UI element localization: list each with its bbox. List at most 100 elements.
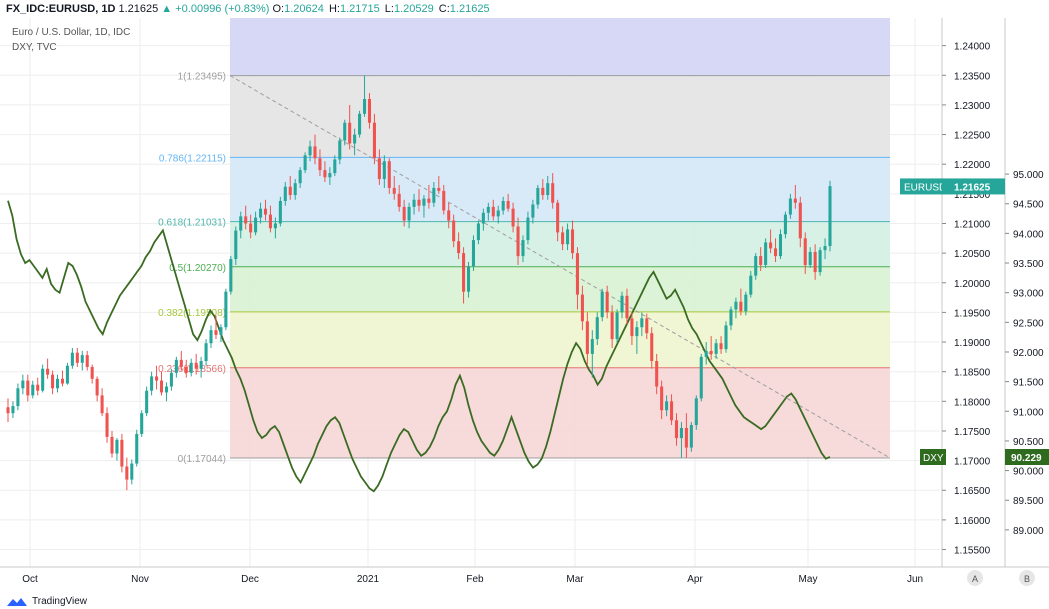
candle-body[interactable] [278, 200, 282, 224]
candle-body[interactable] [417, 199, 421, 206]
candle-body[interactable] [640, 318, 644, 328]
candle-body[interactable] [491, 206, 495, 217]
symbol-name[interactable]: FX_IDC:EURUSD, 1D [6, 3, 116, 15]
candle-body[interactable] [60, 378, 65, 384]
candle-body[interactable] [798, 202, 802, 239]
axis-scale-button-b[interactable] [1019, 570, 1035, 586]
candle-body[interactable] [234, 230, 238, 260]
candle-body[interactable] [536, 187, 540, 205]
candle-body[interactable] [546, 183, 550, 196]
candle-body[interactable] [823, 246, 827, 251]
candle-body[interactable] [130, 463, 134, 480]
candle-body[interactable] [561, 232, 565, 245]
candle-body[interactable] [343, 122, 347, 141]
candle-body[interactable] [516, 226, 520, 257]
candle-body[interactable] [714, 343, 718, 354]
candle-body[interactable] [268, 214, 272, 229]
candle-body[interactable] [135, 433, 139, 464]
candle-body[interactable] [333, 159, 337, 174]
candle-body[interactable] [754, 256, 758, 276]
candle-body[interactable] [283, 186, 287, 201]
candle-body[interactable] [793, 198, 797, 203]
candle-body[interactable] [21, 380, 25, 389]
candle-body[interactable] [650, 333, 654, 362]
candle-body[interactable] [55, 378, 60, 389]
candle-body[interactable] [16, 388, 20, 407]
candle-body[interactable] [229, 259, 233, 292]
candle-body[interactable] [556, 202, 560, 233]
candle-body[interactable] [447, 210, 451, 221]
candle-body[interactable] [566, 229, 570, 245]
candle-body[interactable] [813, 251, 817, 273]
candle-body[interactable] [65, 365, 69, 384]
candle-body[interactable] [457, 241, 461, 254]
candle-body[interactable] [615, 312, 619, 340]
candle-body[interactable] [362, 99, 367, 114]
candle-body[interactable] [526, 217, 530, 241]
candle-body[interactable] [397, 193, 401, 207]
candle-body[interactable] [51, 374, 55, 389]
candle-body[interactable] [541, 187, 545, 196]
candle-body[interactable] [169, 372, 173, 387]
candle-body[interactable] [249, 223, 253, 233]
candle-body[interactable] [585, 321, 589, 354]
candle-body[interactable] [372, 122, 376, 159]
candle-body[interactable] [511, 208, 515, 227]
candle-body[interactable] [521, 240, 525, 257]
candle-body[interactable] [11, 406, 15, 414]
candle-body[interactable] [788, 198, 792, 215]
candle-body[interactable] [199, 361, 203, 369]
candle-body[interactable] [635, 327, 639, 337]
candle-body[interactable] [298, 170, 302, 184]
candle-body[interactable] [684, 428, 688, 448]
candle-body[interactable] [670, 401, 674, 421]
candle-body[interactable] [778, 234, 783, 257]
candle-body[interactable] [724, 325, 728, 350]
candle-body[interactable] [590, 339, 594, 354]
candle-body[interactable] [719, 343, 723, 350]
candle-body[interactable] [90, 366, 94, 379]
candle-body[interactable] [407, 206, 411, 221]
candle-body[interactable] [353, 134, 357, 144]
candle-body[interactable] [328, 173, 332, 178]
candle-body[interactable] [466, 266, 471, 292]
candle-body[interactable] [150, 376, 154, 391]
candle-body[interactable] [184, 366, 188, 373]
candle-body[interactable] [348, 122, 352, 144]
candle-body[interactable] [783, 214, 787, 235]
candle-body[interactable] [387, 161, 391, 188]
candle-body[interactable] [288, 186, 292, 196]
candle-body[interactable] [120, 439, 124, 467]
candle-body[interactable] [110, 436, 114, 454]
candle-body[interactable] [764, 242, 768, 265]
candle-body[interactable] [159, 380, 164, 393]
candle-body[interactable] [308, 146, 312, 156]
dxy-series-line[interactable] [7, 200, 831, 493]
candle-body[interactable] [773, 248, 778, 257]
candle-body[interactable] [402, 206, 406, 221]
candle-body[interactable] [303, 155, 307, 171]
candle-body[interactable] [462, 253, 466, 292]
candle-body[interactable] [625, 295, 629, 319]
candle-body[interactable] [377, 158, 381, 180]
candle-body[interactable] [501, 200, 505, 211]
candle-body[interactable] [382, 161, 386, 180]
candle-body[interactable] [575, 253, 579, 295]
candle-body[interactable] [145, 390, 149, 414]
candle-body[interactable] [679, 428, 683, 439]
candle-body[interactable] [709, 350, 713, 354]
candle-body[interactable] [694, 398, 698, 426]
candle-body[interactable] [36, 384, 40, 391]
axis-scale-button-a[interactable] [967, 570, 983, 586]
candle-body[interactable] [80, 355, 84, 363]
candle-body[interactable] [442, 190, 446, 211]
candle-body[interactable] [551, 183, 555, 203]
candle-body[interactable] [674, 420, 679, 439]
candle-body[interactable] [595, 317, 599, 340]
candle-body[interactable] [214, 330, 218, 335]
candle-body[interactable] [744, 294, 748, 312]
candle-body[interactable] [427, 198, 431, 203]
candle-body[interactable] [46, 368, 50, 375]
candle-body[interactable] [600, 291, 604, 318]
overlay-series-legend[interactable]: DXY, TVC [12, 42, 57, 53]
